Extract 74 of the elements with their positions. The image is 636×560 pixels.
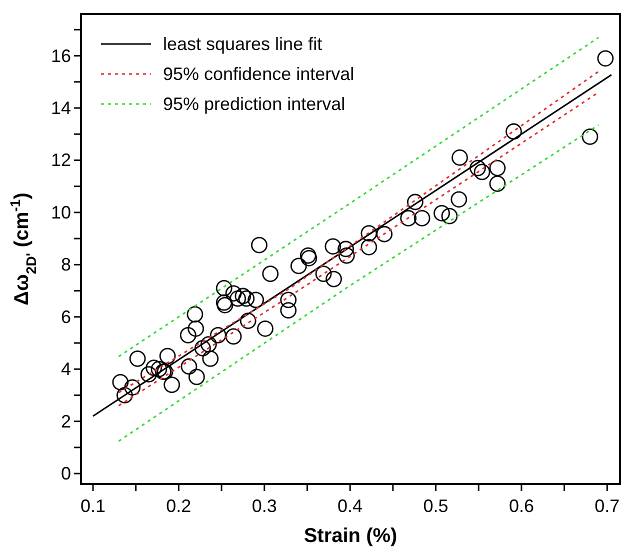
point	[186, 306, 204, 322]
point	[248, 292, 264, 308]
point	[146, 360, 162, 376]
point	[116, 387, 133, 404]
point	[452, 149, 468, 166]
point	[338, 247, 355, 264]
point	[251, 236, 268, 254]
point	[180, 326, 196, 344]
y-tick-label: 8	[60, 254, 71, 275]
x-tick-label: 0.6	[508, 496, 534, 516]
legend-label: least squares line fit	[163, 34, 322, 54]
point	[159, 348, 176, 364]
point	[434, 205, 450, 222]
point	[326, 270, 342, 288]
point	[257, 320, 274, 337]
point	[360, 238, 378, 256]
point	[262, 266, 279, 282]
x-tick-label: 0.4	[338, 496, 363, 516]
point	[582, 128, 598, 145]
point	[164, 376, 180, 393]
point	[360, 225, 378, 242]
point	[470, 160, 486, 176]
y-tick-label: 14	[50, 98, 71, 118]
x-axis-title: Strain (%)	[304, 525, 398, 547]
point	[489, 160, 506, 176]
point	[489, 176, 506, 192]
point	[188, 320, 204, 337]
point	[140, 366, 157, 383]
y-tick-label: 12	[50, 150, 71, 170]
point	[225, 285, 242, 302]
point	[474, 164, 490, 180]
point	[210, 326, 226, 344]
point	[597, 50, 614, 67]
point	[180, 358, 198, 375]
point	[112, 374, 129, 390]
point	[230, 290, 246, 307]
point	[225, 328, 242, 345]
legend-label: 95% confidence interval	[163, 64, 354, 84]
point	[406, 194, 424, 210]
point	[338, 240, 354, 258]
x-tick-label: 0.1	[80, 496, 106, 516]
point	[129, 350, 146, 367]
point	[290, 258, 307, 274]
point	[324, 238, 342, 255]
y-tick-label: 6	[60, 306, 71, 327]
x-tick-label: 0.2	[166, 496, 192, 516]
point	[202, 350, 219, 367]
point	[376, 226, 393, 242]
y-tick-label: 16	[50, 46, 71, 66]
point	[240, 312, 256, 330]
point	[414, 210, 430, 226]
y-tick-label: 10	[50, 202, 71, 222]
legend-label: 95% prediction interval	[163, 94, 346, 114]
point	[400, 210, 417, 226]
point	[441, 208, 458, 224]
y-tick-label: 0	[60, 464, 71, 484]
point	[216, 280, 232, 296]
point	[238, 290, 255, 307]
point	[506, 123, 522, 140]
point	[200, 336, 217, 353]
x-tick-label: 0.7	[594, 496, 620, 516]
point	[450, 191, 468, 208]
point	[150, 360, 168, 378]
y-tick-label: 2	[60, 411, 71, 432]
point	[194, 340, 211, 356]
point	[124, 379, 141, 396]
point	[315, 266, 332, 282]
point	[188, 368, 205, 386]
point	[280, 302, 297, 319]
point	[280, 292, 297, 308]
x-tick-label: 0.3	[252, 496, 277, 516]
point	[234, 288, 252, 304]
y-tick-label: 4	[60, 359, 71, 380]
x-tick-label: 0.5	[423, 496, 448, 516]
